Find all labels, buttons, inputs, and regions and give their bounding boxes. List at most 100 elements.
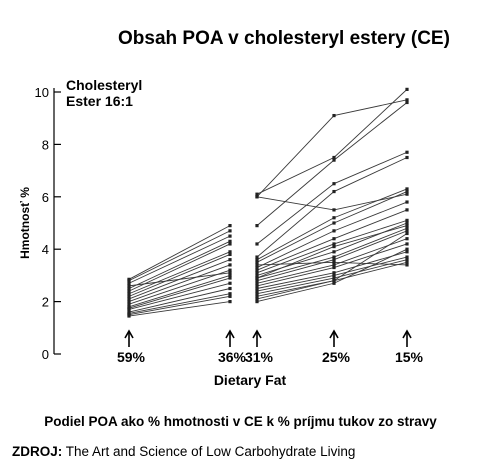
data-point [255,260,259,264]
y-tick-label: 10 [35,85,49,100]
series-line [128,277,231,309]
data-point [332,189,336,194]
data-point [255,258,259,262]
marker-arrow-head [124,329,134,339]
y-tick-label: 6 [42,190,49,205]
data-point [332,273,336,277]
data-point [228,229,232,233]
data-point [255,281,259,285]
data-point [405,187,409,191]
data-point [405,192,409,196]
series-line [128,274,231,308]
y-tick-label: 8 [42,137,49,152]
data-point [405,260,409,264]
data-point [332,250,336,254]
series-line [128,293,231,314]
data-point [332,279,336,283]
series-line [128,225,231,280]
data-point [127,279,131,283]
data-point [332,271,336,275]
marker-arrow-head [402,329,412,339]
data-point [332,158,336,162]
data-point [228,263,232,267]
data-point [255,276,259,280]
marker-arrow-head [329,329,339,339]
data-point [127,292,131,296]
x-tick-label: 25% [322,349,351,365]
data-point [127,314,131,318]
data-point [405,237,409,241]
data-point [405,150,409,154]
data-point [255,271,259,275]
data-point [127,289,131,293]
data-point [405,242,409,246]
data-point [332,281,336,285]
series-line [128,301,231,317]
data-point [405,87,409,91]
data-point [405,226,409,230]
data-point [255,224,259,228]
data-point [255,265,259,270]
series-line [128,269,231,305]
data-point [332,221,336,225]
series-line [256,99,408,198]
data-point [228,273,232,277]
data-point [405,231,409,236]
series-line [256,225,408,279]
data-point [405,189,409,194]
x-tick-label: 36% [218,349,247,365]
y-tick-label: 2 [42,295,49,310]
data-point [405,200,409,204]
data-point [405,263,409,267]
data-point [332,229,336,233]
x-tick-label: 15% [395,349,424,365]
data-point [228,276,232,280]
data-point [255,297,259,301]
chart-title: Obsah POA v cholesteryl estery (CE) [118,28,450,49]
data-point [405,255,409,259]
data-point [228,300,232,304]
data-point [255,268,259,272]
series-line [128,282,231,310]
data-point [332,155,336,160]
y-tick-label: 0 [42,347,49,362]
series-line [128,235,231,284]
data-point [332,242,336,246]
data-point [127,307,131,312]
data-point [255,255,259,259]
data-point [228,234,232,238]
data-point [332,182,336,186]
data-point [255,263,259,267]
data-point [127,284,131,288]
data-point [228,242,232,246]
source-text: The Art and Science of Low Carbohydrate … [62,444,356,459]
x-axis-label: Dietary Fat [214,372,287,388]
data-point [228,271,232,275]
data-point [255,195,259,199]
data-point [332,263,336,267]
x-tick-label: 31% [245,349,274,365]
chart-caption: Podiel POA ako % hmotnosti v CE k % príj… [44,414,437,429]
data-point [405,247,409,251]
data-point [127,300,131,304]
data-point [332,260,336,264]
data-point [332,216,336,220]
data-point [405,98,409,102]
data-point [405,155,409,160]
data-point [228,224,232,228]
data-point [255,294,259,298]
data-point [255,286,259,291]
series-line [128,288,231,313]
data-point [332,255,336,259]
data-point [228,252,232,257]
series-line [128,230,231,282]
series-line [256,102,408,226]
series-line [256,261,408,297]
data-point [332,265,336,270]
data-point [127,302,131,306]
data-point [228,294,232,298]
data-point [228,258,232,262]
data-point [228,250,232,254]
data-point [255,292,259,296]
